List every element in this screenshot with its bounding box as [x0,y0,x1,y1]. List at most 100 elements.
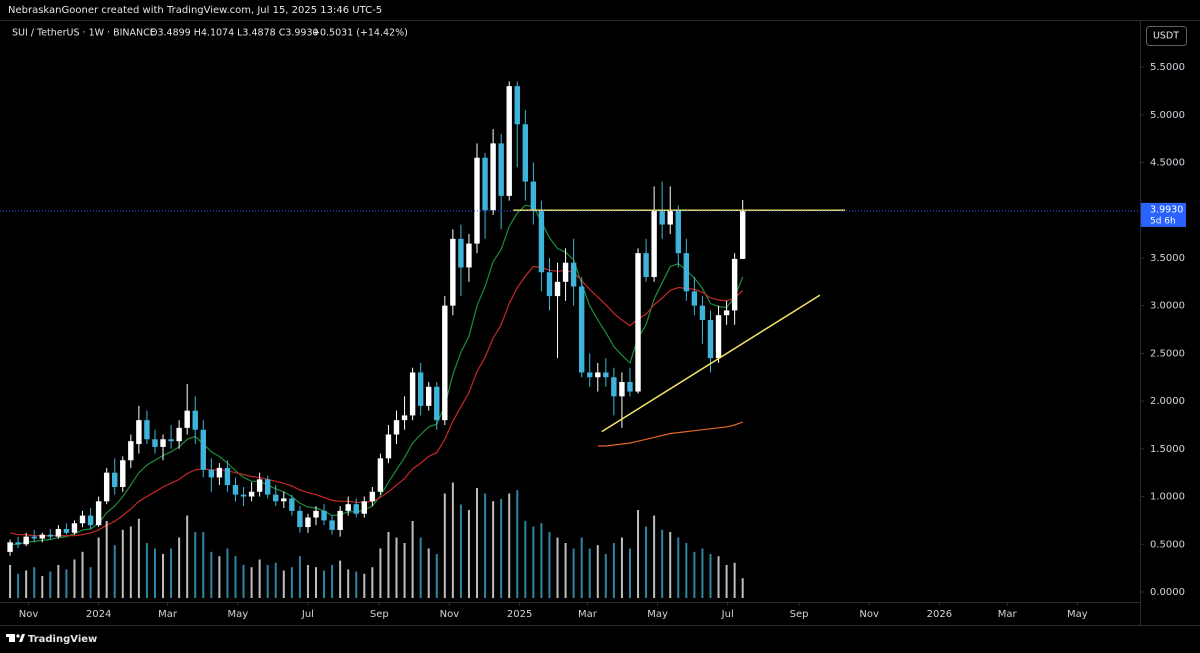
moving-average [597,421,743,447]
candle-body [39,534,45,539]
candle-body [345,504,351,511]
candle-body [659,210,665,225]
volume-bar [41,576,44,598]
volume-bar [218,556,221,598]
candle-body [95,501,102,526]
candle-body [426,386,432,406]
volume-bar [604,554,607,598]
volume-bar [314,567,317,598]
volume-bar [145,543,148,598]
y-tick-label: 3.5000 [1150,253,1185,264]
candle-body [337,510,343,530]
candle-body [79,515,86,524]
candle-body [184,410,190,428]
unit-button-label[interactable]: USDT [1153,31,1179,42]
x-tick-label: Nov [19,609,39,620]
candle-body [554,281,561,297]
candle-body [369,491,376,502]
candle-body [442,305,448,421]
volume-bar [9,565,12,598]
volume-bar [677,537,680,598]
logo-part [6,634,15,637]
candle-body [409,372,416,416]
volume-bar [419,537,422,598]
candle-body [530,181,537,211]
volume-bar [371,567,374,598]
volume-bar [540,523,543,598]
volume-bar [395,537,398,598]
candle-body [103,472,110,502]
candle-body [160,439,166,447]
volume-bar [137,518,140,598]
volume-bar [234,556,237,598]
credit: NebraskanGooner created with TradingView… [8,5,382,16]
volume-bar [97,537,100,598]
volume-bar [49,571,52,598]
candle-body [522,124,529,182]
volume-bar [33,567,36,598]
candle-body [603,372,609,378]
candle-body [256,479,263,492]
legend-ohlc: O3.4899 H4.1074 L3.4878 C3.9930 [150,28,319,39]
volume-bar [57,565,60,598]
unit-button[interactable] [1146,26,1187,46]
x-tick-label: Mar [998,609,1018,620]
candle-body [643,253,649,278]
volume-bar [516,490,519,598]
candle-body [490,143,496,211]
candle-body [329,520,335,530]
volume-bar [484,493,487,598]
last-price-label: 3.9930 [1150,204,1183,215]
volume-bar [476,488,479,598]
x-tick-label: Nov [859,609,879,620]
volume-bar [451,482,454,598]
x-tick-label: Sep [370,609,389,620]
candle-body [7,542,13,552]
volume-bar [331,565,334,598]
candle-body [71,523,78,533]
logo-part [19,634,25,642]
candle-body [152,439,158,447]
x-tick-label: Mar [158,609,178,620]
candle-body [23,536,29,545]
candle-body [538,210,545,273]
volume-bar [242,565,245,598]
candle-body [297,510,303,528]
volume-bar [73,559,76,598]
volume-bar [250,567,253,598]
x-tick-label: Sep [790,609,809,620]
volume-bar [435,554,438,598]
candle-body [224,467,231,486]
y-tick-label: 5.0000 [1150,110,1185,121]
candle-body [393,420,400,435]
volume-bar [403,543,406,598]
volume-bar [202,532,205,598]
candle-body [466,243,472,268]
footer-logo [6,634,25,642]
volume-bar [170,548,173,598]
candle-body [120,460,126,487]
candle-body [15,542,21,545]
trend-line [601,294,821,433]
volume-bar [548,532,551,598]
volume-bar [387,532,390,598]
volume-bar [355,571,358,598]
volume-bar [105,521,108,598]
candle-body [216,467,223,478]
volume-bar [580,537,583,598]
candle-body [611,377,617,397]
volume-bar [572,548,575,598]
candle-body [514,86,520,125]
last-price-box [1141,202,1186,227]
volume-bar [637,510,640,598]
volume-bar [532,526,535,598]
candle-body [707,319,714,359]
volume-bar [162,554,165,598]
plot [7,81,845,598]
volume-bar [741,578,744,598]
moving-average [10,204,744,545]
candle-body [562,262,569,282]
candle-body [578,286,585,373]
volume-bar [459,504,462,598]
